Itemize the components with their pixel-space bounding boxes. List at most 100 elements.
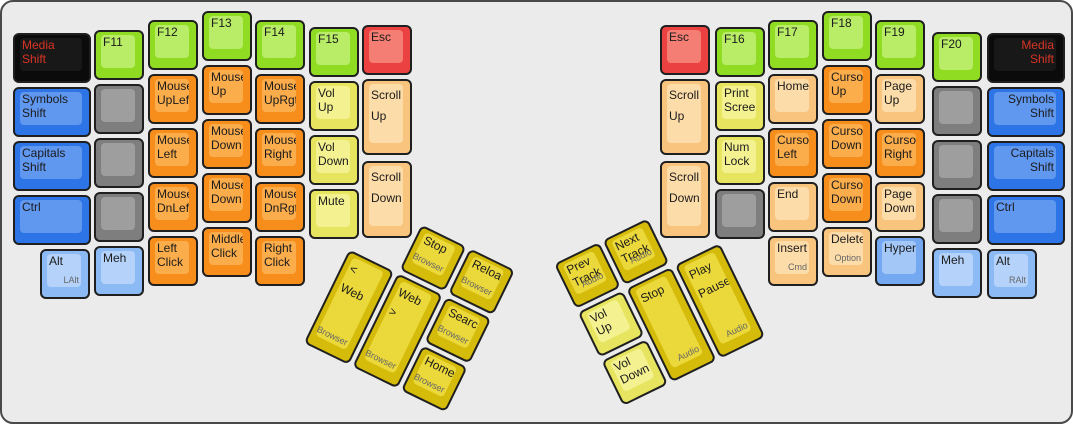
key-label: Meh [103,251,127,265]
key-label: Page Up [884,79,913,107]
left-f12-key[interactable]: F12 [148,20,198,70]
right-scroll-up-key[interactable]: Scroll Up [660,79,710,155]
left-esc-key[interactable]: Esc [362,25,412,75]
right-hyper-key[interactable]: Hyper [875,236,925,286]
key-label: Capitals Shift [22,146,66,174]
right-esc-key[interactable]: Esc [660,25,710,75]
key-label: < Web [338,261,367,304]
key-label: Cursor Down [831,124,863,152]
key-label: Cursor Up [831,70,863,98]
left-ctrl-key[interactable]: Ctrl [13,195,91,245]
key-label: F13 [211,16,232,30]
right-cursor-down-key[interactable]: Cursor Down [822,119,872,169]
left-mouse-upleft-key[interactable]: Mouse UpLeft [148,74,198,124]
left-meh-key[interactable]: Meh [94,246,144,296]
key-label: F11 [103,35,123,49]
key-label: F12 [157,25,178,39]
right-print-screen-key[interactable]: Print Screen [715,81,765,131]
right-scroll-down-key[interactable]: Scroll Down [660,161,710,238]
left-symbols-shift-key[interactable]: Symbols Shift [13,87,91,137]
key-label: Left Click [157,241,183,269]
key-label: Hyper [884,241,916,255]
right-cursor-left-key[interactable]: Cursor Left [768,128,818,178]
key-label: Vol Down [318,140,349,168]
key-label: F18 [831,16,852,30]
left-f14-key[interactable]: F14 [255,20,305,70]
right-meh-key[interactable]: Meh [932,248,982,298]
key-label: Play Pause [686,259,733,301]
key-label: Mouse DnLeft [157,187,189,215]
right-cursor-right-key[interactable]: Cursor Right [875,128,925,178]
key-label: Mouse Down [211,124,243,152]
key-label: Scroll Up [669,88,700,123]
left-blank-key[interactable] [94,138,144,188]
left-media-shift-key[interactable]: Media Shift [13,33,91,83]
left-mouse-uprgt-key[interactable]: Mouse UpRgt [255,74,305,124]
key-label: Mouse Left [157,133,189,161]
key-label: Scroll Down [669,170,700,205]
right-cursor-up-key[interactable]: Cursor Up [822,65,872,115]
right-alt-key[interactable]: Alt RAlt [987,249,1037,299]
left-left-click-key[interactable]: Left Click [148,236,198,286]
right-home-key[interactable]: Home [768,74,818,124]
right-f19-key[interactable]: F19 [875,20,925,70]
key-sublabel: RAlt [1008,275,1026,285]
right-insert-key[interactable]: Insert Cmd [768,236,818,286]
left-mouse-down-key[interactable]: Mouse Down [202,119,252,169]
key-label: Esc [371,30,392,44]
left-scroll-down-key[interactable]: Scroll Down [362,161,412,238]
right-num-lock-key[interactable]: Num Lock [715,135,765,185]
right-blank-key[interactable] [932,140,982,190]
left-right-click-key[interactable]: Right Click [255,236,305,286]
right-blank-key[interactable] [932,194,982,244]
right-ctrl-key[interactable]: Ctrl [987,195,1065,245]
key-label: F19 [884,25,905,39]
key-label: F20 [941,37,962,51]
key-sublabel: LAlt [63,275,79,285]
key-label: F16 [724,32,745,46]
left-capitals-shift-key[interactable]: Capitals Shift [13,141,91,191]
key-label: Web > [386,285,424,320]
left-mouse-dnleft-key[interactable]: Mouse DnLeft [148,182,198,232]
right-page-down-key[interactable]: Page Down [875,182,925,232]
left-scroll-up-key[interactable]: Scroll Up [362,79,412,155]
right-end-key[interactable]: End [768,182,818,232]
left-mouse-left-key[interactable]: Mouse Left [148,128,198,178]
right-blank-key[interactable] [715,189,765,239]
right-f20-key[interactable]: F20 [932,32,982,82]
right-cursor-down-key[interactable]: Cursor Down [822,173,872,223]
right-f18-key[interactable]: F18 [822,11,872,61]
key-label: Stop [638,282,667,306]
left-mouse-right-key[interactable]: Mouse Right [255,128,305,178]
left-f11-key[interactable]: F11 [94,30,144,80]
key-label: Alt [996,254,1011,268]
key-label: Media Shift [1021,38,1054,66]
key-label: Stop [421,233,450,257]
left-mute-key[interactable]: Mute [309,189,359,239]
left-blank-key[interactable] [94,84,144,134]
left-mouse-down-key[interactable]: Mouse Down [202,173,252,223]
right-f16-key[interactable]: F16 [715,27,765,77]
right-delete-key[interactable]: Delete Option [822,227,872,277]
right-media-shift-key[interactable]: Media Shift [987,33,1065,83]
right-blank-key[interactable] [932,86,982,136]
left-mouse-up-key[interactable]: Mouse Up [202,65,252,115]
key-label: Num Lock [724,140,750,168]
right-capitals-shift-key[interactable]: Capitals Shift [987,141,1065,191]
left-mouse-dnrgt-key[interactable]: Mouse DnRgt [255,182,305,232]
left-vol-down-key[interactable]: Vol Down [309,135,359,185]
left-blank-key[interactable] [94,192,144,242]
key-label: Capitals Shift [1010,146,1054,174]
right-page-up-key[interactable]: Page Up [875,74,925,124]
right-symbols-shift-key[interactable]: Symbols Shift [987,87,1065,137]
left-f15-key[interactable]: F15 [309,27,359,77]
left-middle-click-key[interactable]: Middle Click [202,227,252,277]
key-label: Scroll Up [371,88,402,123]
left-alt-key[interactable]: Alt LAlt [40,249,90,299]
left-vol-up-key[interactable]: Vol Up [309,81,359,131]
right-f17-key[interactable]: F17 [768,20,818,70]
key-label: F15 [318,32,339,46]
left-f13-key[interactable]: F13 [202,11,252,61]
key-label: F17 [777,25,798,39]
